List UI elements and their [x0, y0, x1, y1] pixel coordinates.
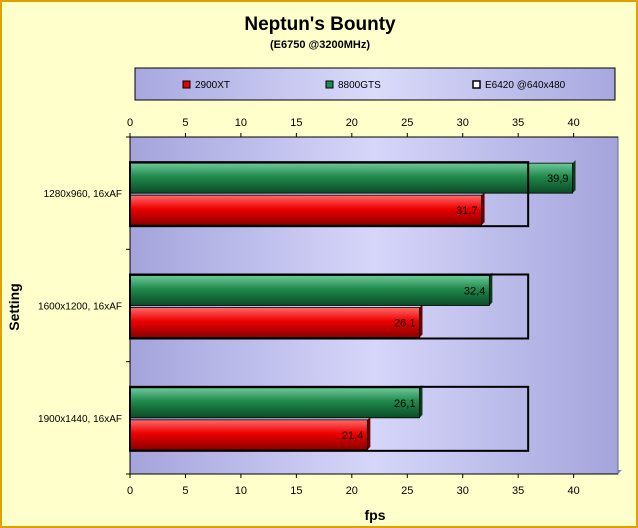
bar-2900xt-value-label: 26,1 — [394, 318, 415, 330]
bar-8800gts — [129, 275, 490, 306]
bar-e6420-outline — [129, 273, 530, 340]
bar-2900xt-side — [367, 416, 371, 450]
bar-2900xt-value-label: 31,7 — [456, 205, 477, 217]
bar-8800gts-value-label: 26,1 — [394, 398, 415, 410]
legend: 2900XT 8800GTS E6420 @640x480 — [134, 67, 616, 101]
bar-8800gts — [129, 162, 573, 194]
x-tick-label-bottom: 35 — [512, 485, 524, 497]
x-tick-label-top: 40 — [568, 117, 580, 129]
bar-8800gts — [129, 387, 420, 419]
x-tick-label-bottom: 30 — [457, 485, 469, 497]
x-tick-label-bottom: 0 — [127, 485, 133, 497]
x-tick-label-top: 15 — [290, 117, 302, 129]
legend-label-e6420: E6420 @640x480 — [485, 80, 566, 91]
x-tick-label-top: 30 — [457, 117, 469, 129]
bar-2900xt-side — [481, 192, 485, 226]
x-tick-label-bottom: 5 — [182, 485, 188, 497]
bar-2900xt — [129, 307, 420, 338]
bar-2900xt-side — [419, 304, 423, 338]
legend-swatch-e6420 — [472, 80, 481, 89]
bar-2900xt — [129, 419, 368, 451]
category-label: 1600x1200, 16xAF — [38, 302, 122, 313]
legend-swatch-8800gts — [325, 80, 334, 89]
x-tick-label-top: 0 — [127, 117, 133, 129]
chart-title: Neptun's Bounty — [244, 14, 396, 35]
category-label: 1900x1440, 16xAF — [38, 414, 122, 425]
chart-subtitle: (E6750 @3200MHz) — [270, 39, 370, 51]
x-tick-label-bottom: 15 — [290, 485, 302, 497]
bar-8800gts-side — [419, 384, 423, 418]
x-tick-label-bottom: 25 — [401, 485, 413, 497]
x-tick-label-bottom: 20 — [346, 485, 358, 497]
y-axis-title: Setting — [6, 283, 22, 330]
legend-swatch-2900xt — [182, 80, 191, 89]
bar-2900xt — [129, 194, 482, 226]
bar-8800gts-side — [572, 160, 576, 194]
x-tick-label-top: 25 — [401, 117, 413, 129]
category-label: 1280x960, 16xAF — [44, 189, 122, 200]
bar-2900xt-value-label: 21,4 — [342, 430, 363, 442]
x-axis-title: fps — [365, 507, 386, 523]
x-tick-label-top: 5 — [182, 117, 188, 129]
bar-8800gts-value-label: 32,4 — [464, 286, 485, 298]
x-tick-label-bottom: 10 — [235, 485, 247, 497]
legend-label-8800gts: 8800GTS — [338, 80, 381, 91]
x-tick-label-bottom: 40 — [568, 485, 580, 497]
legend-box — [134, 67, 616, 101]
bar-8800gts-value-label: 39,9 — [547, 173, 568, 185]
bar-e6420-outline — [129, 385, 530, 452]
bar-e6420-outline — [129, 161, 530, 228]
x-tick-label-top: 10 — [235, 117, 247, 129]
plot-area: 0 0 5 5 10 10 15 15 20 20 25 25 30 30 35 35 40 40 1280x960… — [38, 117, 622, 497]
bar-8800gts-side — [489, 272, 493, 306]
legend-label-2900xt: 2900XT — [195, 80, 230, 91]
x-tick-label-top: 35 — [512, 117, 524, 129]
x-tick-label-top: 20 — [346, 117, 358, 129]
